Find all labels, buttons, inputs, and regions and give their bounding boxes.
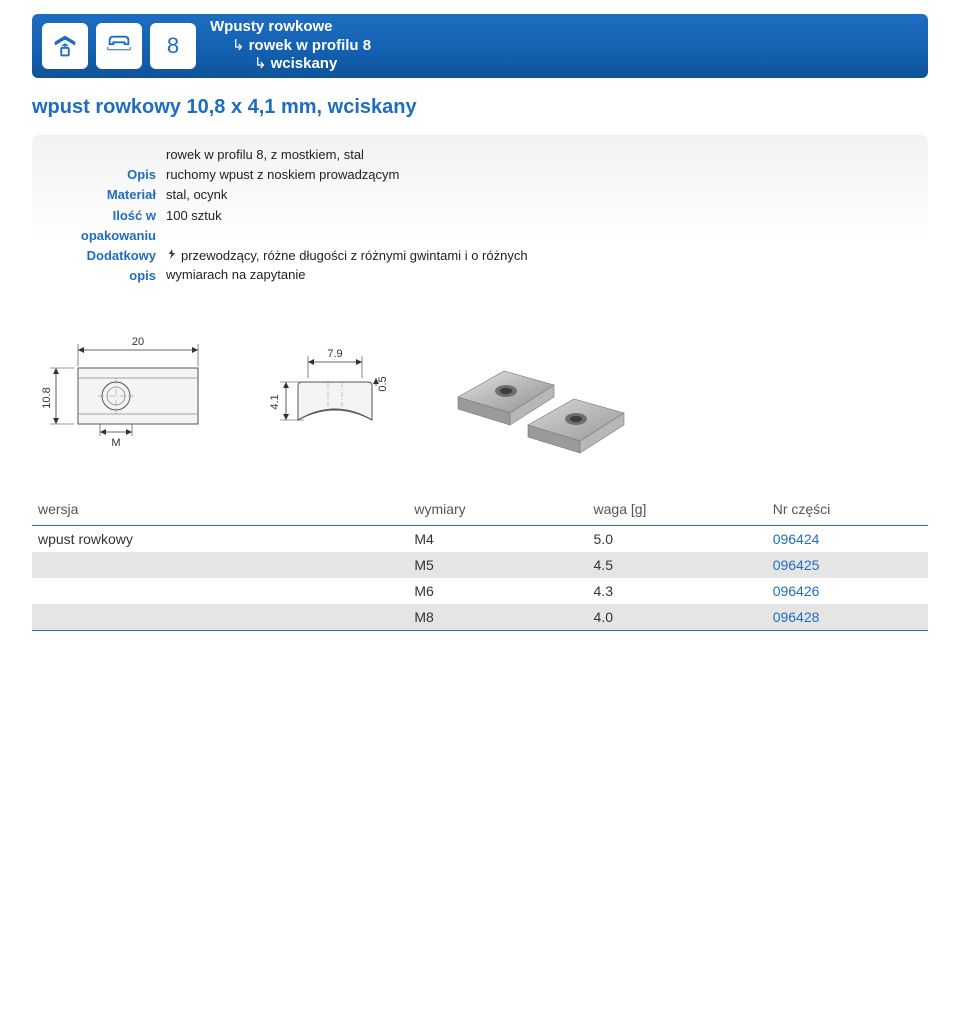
- spec-labels: Opis Materiał Ilość w opakowaniu Dodatko…: [46, 145, 156, 286]
- esd-icon: [166, 247, 178, 265]
- cell-pn: 096424: [767, 526, 928, 553]
- header-bar: 8 Wpusty rowkowe ↳rowek w profilu 8 ↳wci…: [32, 14, 928, 78]
- th-weight: waga [g]: [588, 493, 767, 526]
- value-pre-opis: rowek w profilu 8, z mostkiem, stal: [166, 145, 546, 165]
- spec-values: rowek w profilu 8, z mostkiem, stal ruch…: [166, 145, 546, 286]
- profile-icon: [96, 23, 142, 69]
- dim-thread: M: [111, 437, 120, 449]
- dim-side-radius: 0.5: [377, 377, 389, 392]
- cell-weight: 4.0: [588, 604, 767, 631]
- label-ilosc-1: Ilość w: [46, 206, 156, 226]
- value-opis: ruchomy wpust z noskiem prowadzącym: [166, 165, 546, 185]
- breadcrumb-line2: ↳rowek w profilu 8: [210, 37, 371, 56]
- value-dodatkowy: przewodzący, różne długości z różnymi gw…: [166, 246, 546, 285]
- drawing-row: 20 10.8: [32, 332, 928, 457]
- cell-dim: M5: [408, 552, 587, 578]
- dim-side-height: 4.1: [269, 395, 281, 410]
- table-row: M5 4.5 096425: [32, 552, 928, 578]
- spec-panel: Opis Materiał Ilość w opakowaniu Dodatko…: [32, 135, 928, 304]
- channel-number-icon: 8: [150, 23, 196, 69]
- th-version: wersja: [32, 493, 408, 526]
- dim-front-height: 10.8: [41, 388, 53, 409]
- label-dodatkowy-1: Dodatkowy: [46, 246, 156, 266]
- table-row: wpust rowkowy M4 5.0 096424: [32, 526, 928, 553]
- breadcrumb-line3: ↳wciskany: [210, 55, 371, 74]
- label-material: Materiał: [46, 185, 156, 205]
- drawing-side: 7.9 0.5 4.1: [258, 342, 398, 457]
- channel-number: 8: [167, 33, 179, 59]
- cell-group: wpust rowkowy: [32, 526, 408, 553]
- label-opis: Opis: [46, 165, 156, 185]
- product-photo: [438, 357, 628, 457]
- cell-pn: 096428: [767, 604, 928, 631]
- cell-dim: M4: [408, 526, 587, 553]
- value-ilosc: 100 sztuk: [166, 206, 546, 226]
- cell-dim: M8: [408, 604, 587, 631]
- page-title: wpust rowkowy 10,8 x 4,1 mm, wciskany: [32, 96, 928, 119]
- breadcrumb-line1: Wpusty rowkowe: [210, 18, 371, 37]
- dim-front-width: 20: [132, 336, 144, 348]
- value-material: stal, ocynk: [166, 185, 546, 205]
- dim-side-width: 7.9: [327, 348, 342, 360]
- cell-dim: M6: [408, 578, 587, 604]
- th-dim: wymiary: [408, 493, 587, 526]
- label-dodatkowy-2: opis: [46, 266, 156, 286]
- insert-icon: [42, 23, 88, 69]
- breadcrumb-arrow-icon: ↳: [254, 55, 267, 74]
- cell-weight: 4.3: [588, 578, 767, 604]
- breadcrumb: Wpusty rowkowe ↳rowek w profilu 8 ↳wcisk…: [210, 18, 371, 74]
- table-row: M8 4.0 096428: [32, 604, 928, 631]
- cell-pn: 096426: [767, 578, 928, 604]
- cell-weight: 4.5: [588, 552, 767, 578]
- th-partno: Nr części: [767, 493, 928, 526]
- cell-weight: 5.0: [588, 526, 767, 553]
- drawing-front: 20 10.8: [38, 332, 218, 457]
- variants-table: wersja wymiary waga [g] Nr części wpust …: [32, 493, 928, 631]
- cell-pn: 096425: [767, 552, 928, 578]
- breadcrumb-arrow-icon: ↳: [232, 37, 245, 56]
- table-row: M6 4.3 096426: [32, 578, 928, 604]
- label-ilosc-2: opakowaniu: [46, 226, 156, 246]
